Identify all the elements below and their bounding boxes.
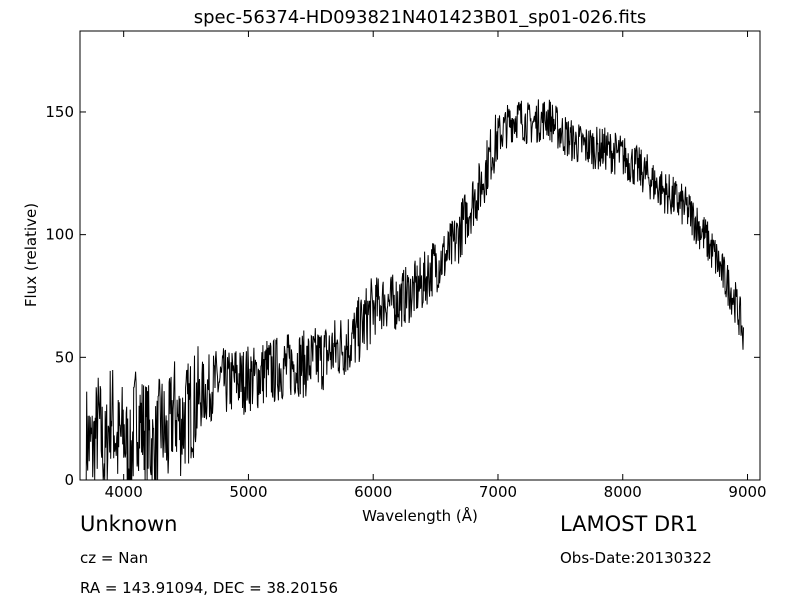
axis-ticks: 4000 5000 6000 7000 8000 9000 0 50 100 150 bbox=[45, 31, 767, 501]
x-tick-label: 9000 bbox=[728, 483, 766, 501]
redshift-text: cz = Nan bbox=[80, 549, 149, 567]
y-tick-label: 100 bbox=[45, 226, 74, 244]
survey-name: LAMOST DR1 bbox=[560, 512, 699, 536]
y-tick-label: 50 bbox=[55, 348, 74, 366]
chart-title: spec-56374-HD093821N401423B01_sp01-026.f… bbox=[194, 7, 647, 28]
observation-date: Obs-Date:20130322 bbox=[560, 549, 712, 567]
y-tick-label: 150 bbox=[45, 103, 74, 121]
x-tick-label: 7000 bbox=[479, 483, 517, 501]
x-tick-label: 4000 bbox=[105, 483, 143, 501]
x-axis-label: Wavelength (Å) bbox=[362, 506, 478, 525]
plot-frame bbox=[79, 30, 761, 481]
object-class: Unknown bbox=[80, 512, 178, 536]
x-tick-label: 6000 bbox=[354, 483, 392, 501]
coordinates-text: RA = 143.91094, DEC = 38.20156 bbox=[80, 579, 339, 597]
x-tick-label: 8000 bbox=[604, 483, 642, 501]
y-tick-label: 0 bbox=[64, 471, 74, 489]
spectrum-line bbox=[85, 99, 744, 481]
y-axis-label: Flux (relative) bbox=[22, 203, 40, 307]
x-tick-label: 5000 bbox=[229, 483, 267, 501]
